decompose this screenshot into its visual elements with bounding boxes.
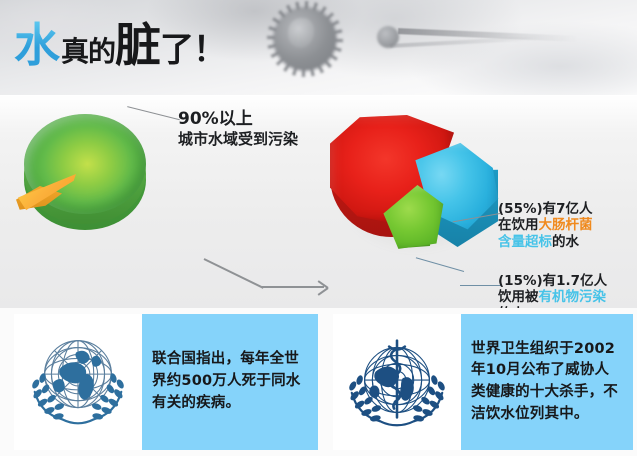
un-text-box: 联合国指出，每年全世界约500万人死于同水有关的疾病。 <box>142 314 318 450</box>
pie-chart-drinking-water <box>330 107 502 279</box>
label-organic-accent: 有机物污染 <box>538 289 607 306</box>
left-chart-label-line2: 城市水域受到污染 <box>178 130 299 149</box>
arrow-head <box>316 281 326 293</box>
title-zhende: 真的 <box>61 35 116 68</box>
leader-line-right-bottom <box>460 285 502 286</box>
organization-panels: 联合国指出，每年全世界约500万人死于同水有关的疾病。 <box>0 308 637 456</box>
left-chart-label-line1: 90%以上 <box>178 109 253 129</box>
arrow-segment-diagonal <box>203 258 264 289</box>
who-logo-box <box>333 314 461 450</box>
un-statement-text: 联合国指出，每年全世界约500万人死于同水有关的疾病。 <box>152 351 301 411</box>
label-ecoli-percent: (55%)有7亿人 <box>498 201 593 217</box>
label-ecoli-post: 的水 <box>552 233 579 250</box>
un-logo-box <box>14 314 142 450</box>
label-ecoli-mid: 在饮用 <box>498 217 539 234</box>
who-emblem-icon <box>349 339 445 427</box>
who-text-box: 世界卫生组织于2002年10月公布了威协人类健康的十大杀手，不洁饮水位列其中。 <box>461 314 633 450</box>
right-chart-label-ecoli: (55%)有7亿人 在饮用大肠杆菌 含量超标的水 <box>498 201 634 250</box>
header-banner: 水真的脏了！ <box>0 0 637 95</box>
arrow-segment-horizontal <box>262 286 324 288</box>
right-chart-label-organic: (15%)有1.7亿人 饮用被有机物污染 的水 <box>498 273 634 322</box>
label-ecoli-accent2: 含量超标 <box>498 233 552 250</box>
title-dirty-char: 脏 <box>115 18 161 72</box>
un-emblem-icon <box>32 340 124 425</box>
title-water-char: 水 <box>14 18 60 72</box>
transition-arrow-icon <box>200 255 328 301</box>
charts-section: 90%以上 城市水域受到污染 (55%)有7亿人 在饮用大肠杆菌 含量超标的水 <box>0 95 637 391</box>
page-title: 水真的脏了！ <box>14 22 227 70</box>
label-organic-percent: (15%)有1.7亿人 <box>498 273 608 289</box>
microbe-small-icon <box>377 26 399 48</box>
label-organic-mid: 饮用被 <box>498 289 539 306</box>
microbe-large-icon <box>274 8 336 70</box>
panel-world-health-organization: 世界卫生组织于2002年10月公布了威协人类健康的十大杀手，不洁饮水位列其中。 <box>333 314 633 450</box>
who-statement-text: 世界卫生组织于2002年10月公布了威协人类健康的十大杀手，不洁饮水位列其中。 <box>471 340 618 422</box>
fiber-streak-secondary-icon <box>389 36 541 48</box>
left-chart-label: 90%以上 城市水域受到污染 <box>178 109 338 149</box>
panel-united-nations: 联合国指出，每年全世界约500万人死于同水有关的疾病。 <box>14 314 318 450</box>
pie-chart-urban-water <box>14 112 154 262</box>
label-ecoli-accent: 大肠杆菌 <box>538 217 593 234</box>
title-le-exclam: 了！ <box>160 30 227 70</box>
